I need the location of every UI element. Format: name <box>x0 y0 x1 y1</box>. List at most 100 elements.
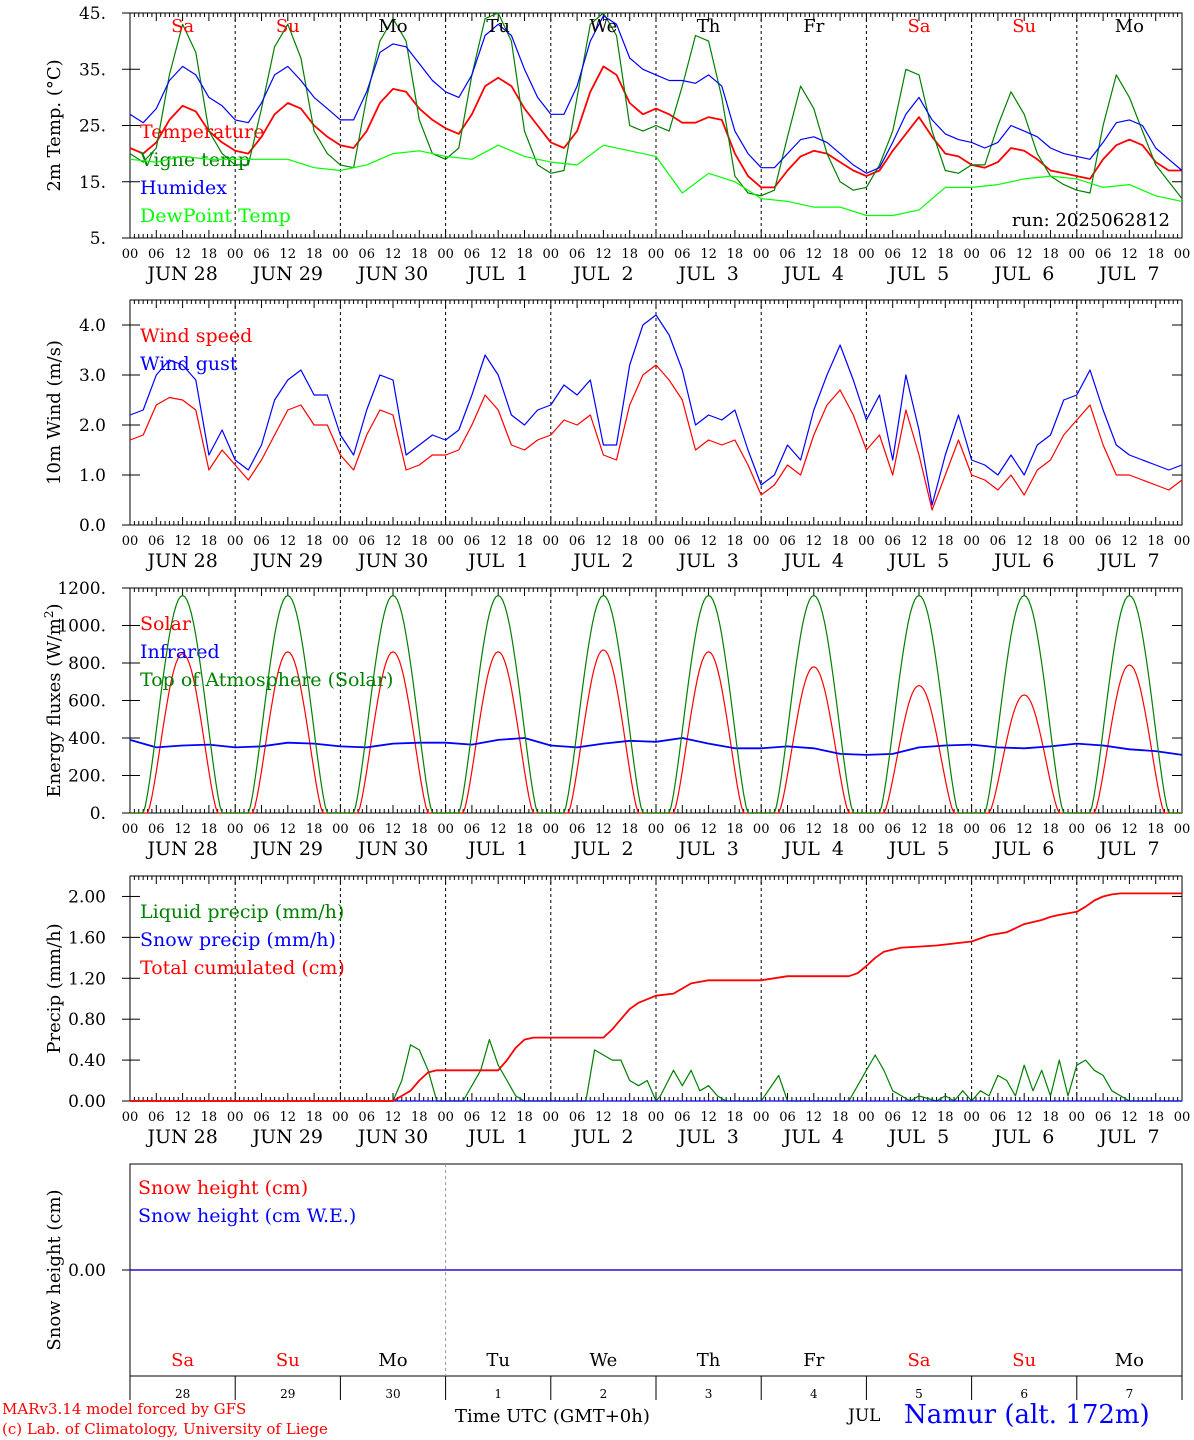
hour-tick-label: 18 <box>516 822 533 837</box>
hour-tick-label: 06 <box>779 534 796 549</box>
hour-tick-label: 00 <box>648 534 665 549</box>
hour-tick-label: 06 <box>884 822 901 837</box>
hour-tick-label: 00 <box>753 822 770 837</box>
hour-tick-label: 18 <box>1042 247 1059 262</box>
hour-tick-label: 18 <box>937 534 954 549</box>
date-label: JUN 28 <box>145 263 217 285</box>
hour-tick-label: 00 <box>858 822 875 837</box>
hour-tick-label: 00 <box>543 247 560 262</box>
y-tick-label: 600. <box>68 692 106 712</box>
date-label: JUN 29 <box>251 263 323 285</box>
hour-tick-label: 12 <box>280 247 297 262</box>
hour-tick-label: 00 <box>122 534 139 549</box>
hour-tick-label: 06 <box>884 1110 901 1125</box>
hour-tick-label: 06 <box>779 822 796 837</box>
day-name: Mo <box>378 1350 407 1371</box>
y-tick-label: 0.00 <box>68 1092 106 1112</box>
y-tick-label: 15. <box>79 173 106 193</box>
hour-tick-label: 00 <box>122 247 139 262</box>
day-number: 7 <box>1126 1387 1134 1401</box>
x-axis-title: Time UTC (GMT+0h) <box>455 1406 650 1427</box>
day-name: Fr <box>803 1350 824 1371</box>
legend-entry: Liquid precip (mm/h) <box>140 901 344 923</box>
hour-tick-label: 06 <box>358 534 375 549</box>
hour-tick-label: 18 <box>727 822 744 837</box>
hour-tick-label: 12 <box>280 1110 297 1125</box>
hour-tick-label: 00 <box>122 822 139 837</box>
day-name: Sa <box>907 1350 930 1371</box>
hour-tick-label: 00 <box>227 534 244 549</box>
hour-tick-label: 00 <box>1069 822 1086 837</box>
hour-tick-label: 06 <box>148 1110 165 1125</box>
date-label: JUL 1 <box>466 1126 528 1148</box>
hour-tick-label: 18 <box>306 822 323 837</box>
date-label: JUL 3 <box>676 263 738 285</box>
hour-tick-label: 06 <box>358 247 375 262</box>
hour-tick-label: 06 <box>358 1110 375 1125</box>
hour-tick-label: 18 <box>1147 1110 1164 1125</box>
day-name: Th <box>697 16 721 37</box>
y-tick-label: 1.0 <box>79 466 106 486</box>
credit-line-2: (c) Lab. of Climatology, University of L… <box>2 1420 328 1438</box>
panel-precip: 00 06 12 18 00 06 12 18 00 06 12 18 00 06 12 18 00 06 12 18… <box>44 875 1190 1148</box>
date-label: JUL 5 <box>887 1126 949 1148</box>
hour-tick-label: 12 <box>385 1110 402 1125</box>
y-tick-label: 400. <box>68 729 106 749</box>
hour-tick-label: 12 <box>1121 247 1138 262</box>
hour-tick-label: 06 <box>990 247 1007 262</box>
hour-tick-label: 12 <box>700 247 717 262</box>
hour-tick-label: 18 <box>832 1110 849 1125</box>
hour-tick-label: 06 <box>1095 534 1112 549</box>
hour-tick-label: 06 <box>1095 247 1112 262</box>
hour-tick-label: 12 <box>385 534 402 549</box>
hour-tick-label: 18 <box>201 822 218 837</box>
hour-tick-label: 00 <box>858 534 875 549</box>
hour-tick-label: 18 <box>937 247 954 262</box>
hour-tick-label: 06 <box>674 822 691 837</box>
hour-tick-label: 12 <box>595 822 612 837</box>
legend-entry: Wind speed <box>140 325 252 347</box>
hour-tick-label: 00 <box>1174 247 1191 262</box>
hour-tick-label: 00 <box>1069 247 1086 262</box>
hour-tick-label: 18 <box>832 822 849 837</box>
hour-tick-label: 12 <box>911 247 928 262</box>
day-name: Sa <box>171 16 194 37</box>
hour-tick-label: 12 <box>595 247 612 262</box>
hour-tick-label: 18 <box>832 247 849 262</box>
hour-tick-label: 06 <box>569 534 586 549</box>
day-name: Fr <box>803 16 824 37</box>
y-tick-label: 2.0 <box>79 416 106 436</box>
legend-entry: Solar <box>140 613 192 635</box>
hour-tick-label: 12 <box>911 822 928 837</box>
date-label: JUL 7 <box>1097 550 1159 572</box>
hour-tick-label: 00 <box>437 1110 454 1125</box>
hour-tick-label: 00 <box>543 822 560 837</box>
day-name: Su <box>1012 1350 1036 1371</box>
hour-tick-label: 12 <box>490 822 507 837</box>
date-label: JUN 30 <box>356 838 428 860</box>
hour-tick-label: 06 <box>674 1110 691 1125</box>
day-number: 3 <box>705 1387 713 1401</box>
hour-tick-label: 06 <box>779 247 796 262</box>
hour-tick-label: 18 <box>1147 822 1164 837</box>
hour-tick-label: 00 <box>543 1110 560 1125</box>
hour-tick-label: 12 <box>174 247 191 262</box>
legend-entry: Wind gust <box>140 353 238 375</box>
hour-tick-label: 06 <box>569 822 586 837</box>
hour-tick-label: 06 <box>464 1110 481 1125</box>
day-number: 30 <box>385 1387 400 1401</box>
date-label: JUL 1 <box>466 838 528 860</box>
series-line <box>129 15 1183 174</box>
hour-tick-label: 12 <box>1016 247 1033 262</box>
hour-tick-label: 12 <box>911 534 928 549</box>
hour-tick-label: 12 <box>385 247 402 262</box>
hour-tick-label: 18 <box>411 822 428 837</box>
y-axis-label: 2m Temp. (°C) <box>44 59 65 191</box>
date-label: JUL 1 <box>466 550 528 572</box>
hour-tick-label: 06 <box>464 534 481 549</box>
day-name: Sa <box>907 16 930 37</box>
date-label: JUL 4 <box>782 838 844 860</box>
legend-entry: Humidex <box>140 177 227 199</box>
